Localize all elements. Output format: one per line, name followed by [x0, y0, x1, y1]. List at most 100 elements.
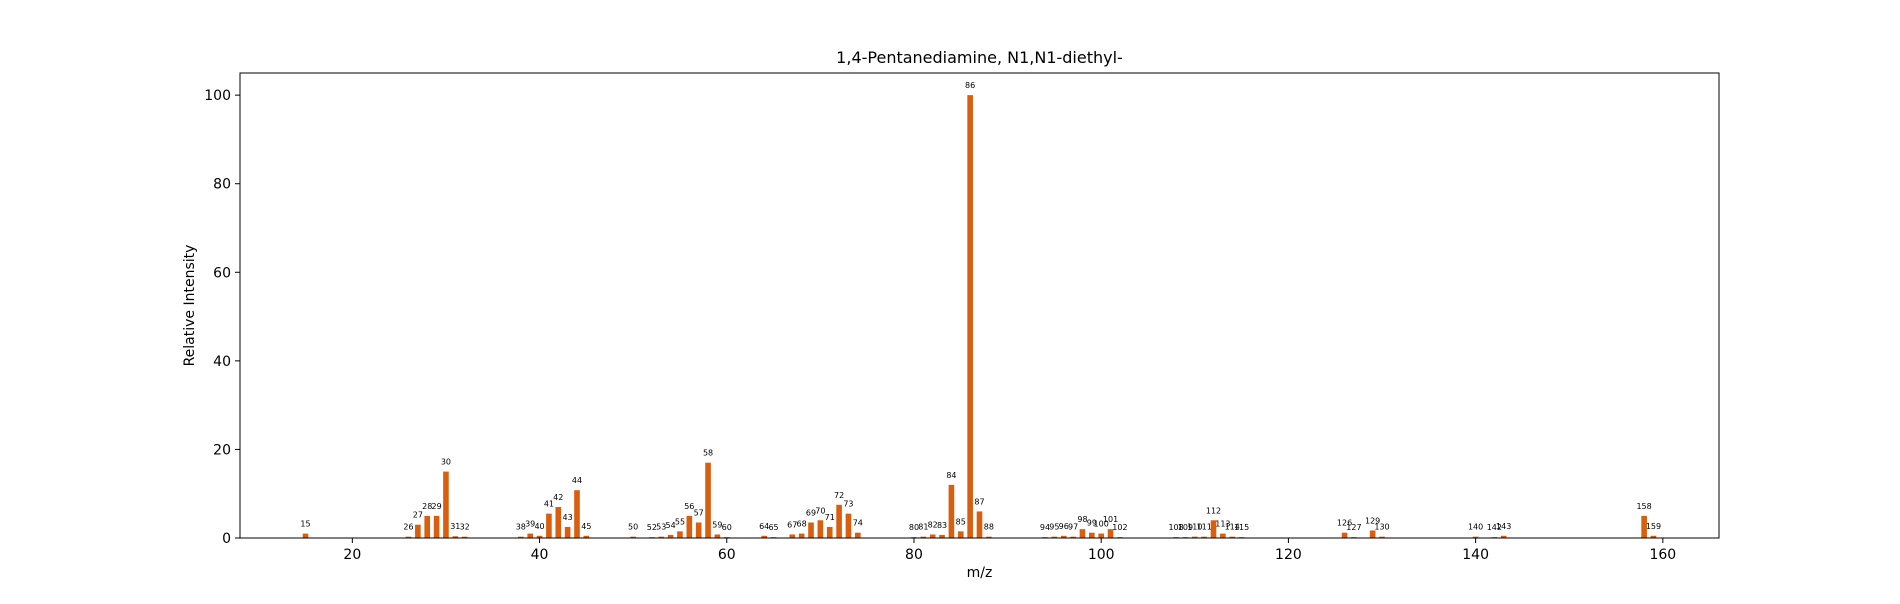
bar-label-mz-58: 58	[703, 449, 713, 458]
bar-mz-112	[1210, 520, 1217, 538]
bar-label-mz-88: 88	[984, 523, 994, 532]
bar-label-mz-67: 67	[787, 520, 797, 529]
bar-label-mz-140: 140	[1468, 523, 1483, 532]
bar-label-mz-72: 72	[834, 491, 844, 500]
bar-label-mz-27: 27	[413, 511, 423, 520]
bar-label-mz-101: 101	[1103, 515, 1118, 524]
x-tick-label: 140	[1462, 547, 1489, 563]
bar-label-mz-32: 32	[460, 523, 470, 532]
bar-label-mz-41: 41	[544, 500, 554, 509]
bar-label-mz-44: 44	[572, 476, 582, 485]
bar-mz-40	[536, 535, 543, 538]
bars-layer	[302, 95, 1657, 538]
y-tick-label: 20	[213, 442, 231, 458]
x-tick-label: 80	[905, 547, 923, 563]
x-axis: 20 40 60 80 100 120 140 160	[343, 538, 1676, 563]
bar-mz-85	[957, 531, 964, 538]
bar-label-mz-74: 74	[853, 519, 863, 528]
bar-label-mz-85: 85	[956, 517, 966, 526]
bar-label-mz-43: 43	[563, 513, 573, 522]
bar-label-mz-84: 84	[946, 471, 956, 480]
bar-label-mz-64: 64	[759, 522, 769, 531]
bar-label-mz-127: 127	[1346, 523, 1361, 532]
bar-label-mz-159: 159	[1646, 522, 1661, 531]
bar-label-mz-40: 40	[534, 522, 544, 531]
bar-mz-72	[836, 504, 842, 538]
bar-mz-57	[695, 522, 702, 538]
bar-mz-98	[1079, 529, 1086, 538]
bar-label-mz-31: 31	[450, 522, 460, 531]
bar-mz-38	[518, 536, 524, 538]
bar-label-mz-69: 69	[806, 509, 816, 518]
bar-label-mz-50: 50	[628, 523, 638, 532]
bar-mz-111	[1201, 536, 1207, 538]
bar-mz-87	[976, 511, 983, 538]
bar-mz-140	[1472, 536, 1479, 538]
bar-label-mz-59: 59	[712, 520, 722, 529]
bar-label-mz-45: 45	[581, 522, 591, 531]
bar-label-mz-98: 98	[1077, 515, 1087, 524]
chart-title: 1,4-Pentanediamine, N1,N1-diethyl-	[836, 48, 1123, 67]
bar-mz-114	[1229, 536, 1236, 538]
bar-label-mz-81: 81	[918, 523, 928, 532]
x-tick-label: 20	[343, 547, 361, 563]
bar-mz-97	[1070, 536, 1076, 538]
bar-mz-143	[1500, 535, 1507, 538]
bar-mz-28	[424, 515, 431, 538]
bar-mz-71	[826, 526, 833, 538]
bar-label-mz-115: 115	[1234, 523, 1249, 532]
x-tick-label: 40	[531, 547, 549, 563]
y-tick-label: 40	[213, 354, 231, 370]
bar-mz-31	[452, 536, 459, 538]
bar-mz-69	[808, 522, 814, 538]
bar-mz-30	[443, 471, 449, 538]
bar-mz-83	[939, 534, 945, 538]
bar-mz-130	[1379, 536, 1385, 538]
bar-label-mz-86: 86	[965, 81, 975, 90]
bar-label-mz-108: 108	[1168, 523, 1183, 532]
bar-mz-56	[686, 515, 693, 538]
bar-mz-15	[302, 533, 309, 538]
bar-label-mz-112: 112	[1206, 506, 1221, 515]
bar-mz-95	[1051, 536, 1058, 538]
bar-mz-88	[986, 536, 992, 538]
bar-mz-67	[789, 534, 796, 538]
bar-mz-73	[845, 513, 852, 538]
bar-mz-126	[1341, 532, 1348, 538]
bar-label-mz-96: 96	[1059, 522, 1069, 531]
x-tick-label: 100	[1088, 547, 1115, 563]
bar-label-mz-102: 102	[1112, 523, 1127, 532]
bar-label-mz-94: 94	[1040, 523, 1050, 532]
bar-label-mz-38: 38	[516, 523, 526, 532]
bar-mz-100	[1098, 533, 1104, 538]
bar-label-mz-60: 60	[722, 523, 732, 532]
bar-mz-41	[546, 513, 552, 538]
bar-mz-54	[667, 534, 674, 538]
bar-mz-58	[705, 462, 711, 538]
x-tick-label: 160	[1649, 547, 1676, 563]
bar-label-mz-114: 114	[1225, 523, 1240, 532]
x-axis-title: m/z	[967, 565, 993, 581]
bar-mz-55	[677, 531, 683, 538]
bar-mz-101	[1107, 529, 1114, 538]
bar-label-mz-42: 42	[553, 493, 563, 502]
bar-label-mz-158: 158	[1636, 502, 1651, 511]
bar-label-mz-130: 130	[1374, 523, 1389, 532]
bar-mz-158	[1641, 515, 1647, 538]
bar-mz-74	[855, 532, 861, 538]
bar-mz-159	[1650, 535, 1657, 538]
bar-mz-44	[574, 490, 580, 538]
y-axis-title: Relative Intensity	[182, 245, 198, 367]
bar-label-mz-15: 15	[300, 520, 310, 529]
bar-label-mz-109: 109	[1178, 523, 1193, 532]
bar-label-mz-95: 95	[1049, 523, 1059, 532]
bar-label-mz-110: 110	[1187, 523, 1202, 532]
bar-mz-129	[1369, 530, 1376, 538]
bar-mz-53	[658, 536, 665, 538]
bar-mz-82	[929, 534, 936, 538]
bar-label-mz-30: 30	[441, 458, 451, 467]
bar-mz-27	[415, 524, 421, 538]
